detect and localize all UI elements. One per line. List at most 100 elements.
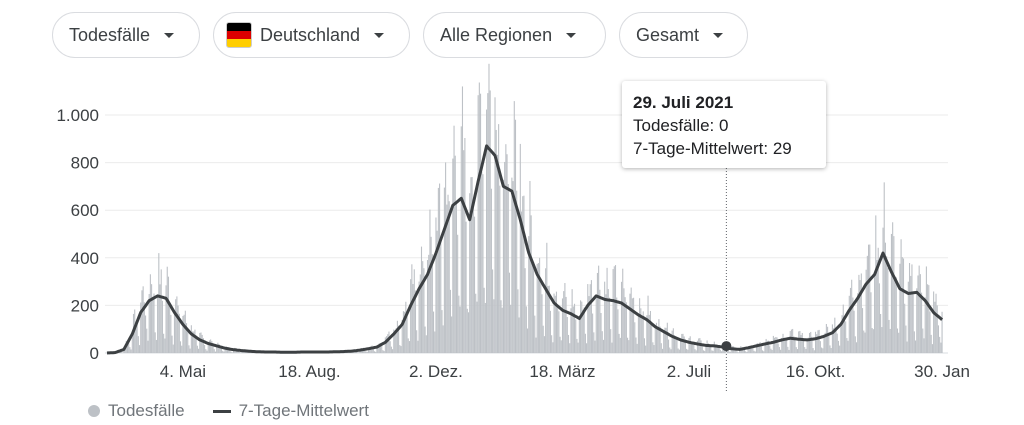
bar [808,332,811,353]
bar [634,322,636,353]
bar [830,347,832,353]
bar [764,343,766,353]
bar [892,222,894,353]
bar [912,293,914,353]
bar [443,187,445,353]
bar [405,301,407,353]
bar [777,343,779,353]
metric-label: Todesfälle [69,24,151,45]
bar [493,299,495,353]
bar [698,338,700,353]
region-dropdown[interactable]: Alle Regionen [423,12,606,58]
bar [710,346,712,353]
x-tick-label: 30. Jan [914,362,970,381]
hover-point [721,341,732,352]
bar [708,344,711,353]
bar [907,281,909,353]
bar [224,346,226,353]
bar [659,326,661,353]
bar [457,234,459,353]
bar [231,352,233,353]
bar [663,331,665,353]
bar [910,275,912,353]
bar [927,284,929,353]
tooltip-date: 29. Juli 2021 [633,93,734,112]
bar [743,348,745,353]
bar [751,346,753,353]
bar [868,244,870,353]
bar [131,333,133,353]
bar [229,348,231,353]
bar [417,340,419,353]
bar [498,124,500,354]
bar [570,308,572,353]
bar [769,345,771,353]
bar [201,334,203,353]
bar [434,331,436,353]
bar [501,307,503,353]
bar [608,297,611,353]
bar [557,306,559,353]
metric-dropdown[interactable]: Todesfälle [52,12,200,58]
bar [590,280,592,353]
bar [639,298,641,353]
bar [598,265,600,353]
bar [647,295,649,353]
bar [696,340,698,353]
region-label: Alle Regionen [440,24,553,45]
bar [888,319,890,353]
bar [222,350,224,353]
bar [719,349,721,353]
bar [735,348,737,353]
bar [833,328,835,353]
bar [622,268,624,353]
bar [528,236,530,353]
bar [902,258,905,353]
bar [366,351,368,353]
bar [486,109,488,353]
bar [775,337,777,353]
bar [784,338,786,353]
bar [559,336,561,353]
bar [649,310,652,353]
bar [613,266,615,353]
bar [440,239,442,353]
bar [548,285,550,353]
bar [488,63,490,354]
bar [707,343,709,353]
bar [126,342,129,353]
period-dropdown[interactable]: Gesamt [619,12,748,58]
bar [801,332,803,353]
bar [159,284,161,353]
bar [155,339,157,353]
bar [802,338,805,353]
bar [866,255,868,353]
bar [627,337,629,353]
bar [173,312,176,353]
bar [676,339,678,353]
bar [853,310,855,353]
bar [392,349,394,353]
bar [410,279,412,353]
bar [164,338,166,353]
caret-down-icon [374,32,385,38]
bar [849,287,852,353]
bar [611,342,613,353]
bar [387,334,389,353]
bar [782,333,784,353]
bar [817,330,819,353]
bar [729,351,731,353]
country-dropdown[interactable]: Deutschland [213,12,410,58]
bar [596,272,598,353]
bar [657,326,659,353]
bar [472,207,474,353]
bar [536,263,538,353]
bar [376,345,378,353]
y-tick-label: 1.000 [56,106,99,125]
caret-down-icon [566,32,577,38]
bar [630,287,632,353]
bar [582,309,584,353]
bar [223,351,225,353]
bar [504,161,506,353]
